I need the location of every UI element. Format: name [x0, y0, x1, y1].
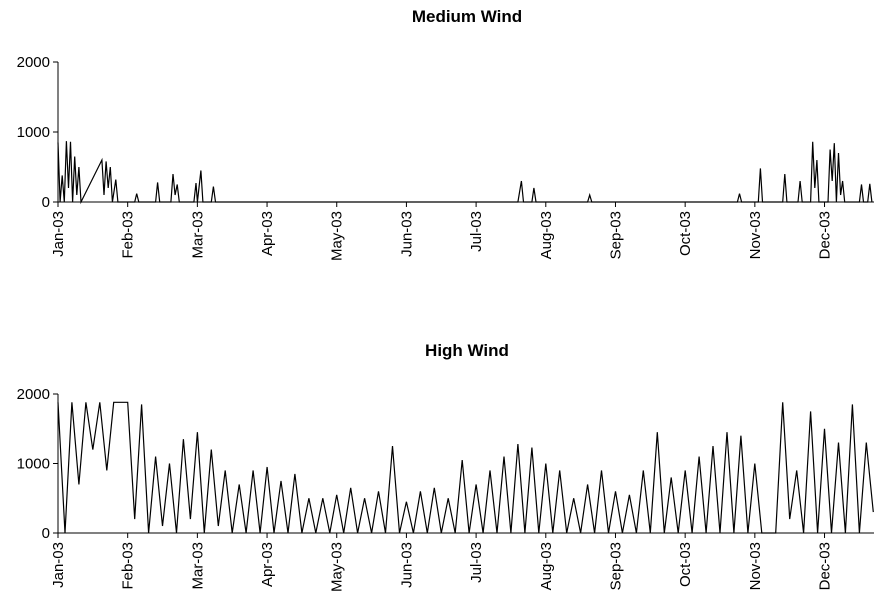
x-tick-label: Oct-03 — [677, 211, 694, 256]
x-tick-label: Feb-03 — [120, 542, 137, 590]
y-tick-label: 1000 — [17, 124, 50, 141]
y-tick-label: 0 — [42, 194, 50, 211]
chart-title: High Wind — [425, 341, 509, 360]
x-tick-label: Nov-03 — [747, 542, 764, 590]
chart-title: Medium Wind — [412, 7, 522, 26]
x-tick-label: Oct-03 — [677, 542, 694, 587]
data-line — [57, 141, 873, 205]
x-tick-label: Mar-03 — [189, 211, 206, 259]
y-tick-label: 2000 — [17, 54, 50, 71]
x-tick-label: Apr-03 — [259, 542, 276, 587]
x-tick-label: Dec-03 — [817, 542, 834, 590]
x-tick-label: Jun-03 — [398, 211, 415, 257]
x-tick-label: Feb-03 — [120, 211, 137, 259]
y-tick-label: 2000 — [17, 386, 50, 403]
y-tick-label: 0 — [42, 525, 50, 542]
data-line — [57, 401, 874, 534]
x-tick-label: Sep-03 — [607, 542, 624, 590]
x-tick-label: Nov-03 — [747, 211, 764, 259]
x-tick-label: Aug-03 — [538, 211, 555, 259]
x-tick-label: Jul-03 — [468, 542, 485, 583]
x-tick-label: Aug-03 — [538, 542, 555, 590]
y-tick-label: 1000 — [17, 456, 50, 473]
x-tick-label: Jan-03 — [50, 542, 67, 588]
x-tick-label: Jun-03 — [398, 542, 415, 588]
x-tick-label: Jan-03 — [50, 211, 67, 257]
x-tick-label: May-03 — [329, 211, 346, 261]
x-tick-label: Dec-03 — [817, 211, 834, 259]
x-tick-label: Mar-03 — [189, 542, 206, 590]
x-tick-label: Apr-03 — [259, 211, 276, 256]
x-tick-label: Sep-03 — [607, 211, 624, 259]
x-tick-label: Jul-03 — [468, 211, 485, 252]
x-tick-label: May-03 — [329, 542, 346, 592]
